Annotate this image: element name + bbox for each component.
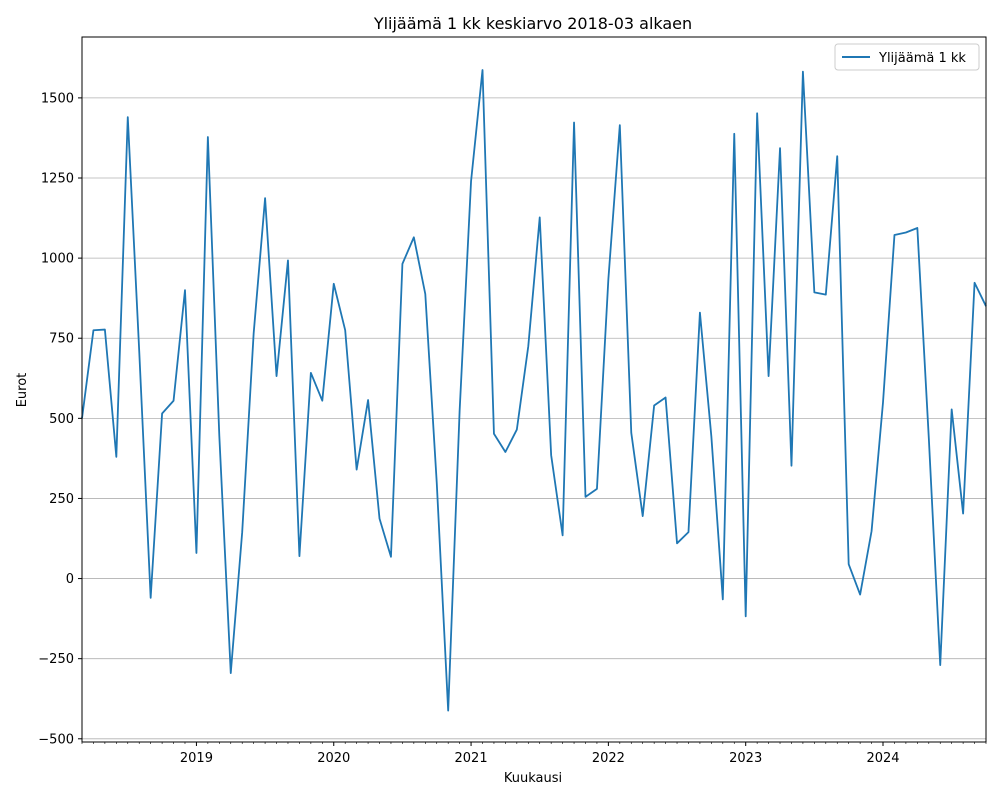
legend-box: [834, 43, 980, 71]
x-tick-label: 2021: [455, 751, 488, 766]
plot-frame: [81, 36, 987, 743]
x-tick-label: 2019: [180, 751, 213, 766]
legend: Ylijäämä 1 kk: [834, 43, 980, 71]
series-line: [81, 69, 987, 712]
y-tick-label: 0: [66, 572, 74, 587]
y-tick-label: 1250: [41, 172, 74, 187]
series-group: [81, 69, 987, 712]
y-tick-label: 500: [49, 412, 74, 427]
x-tick-label: 2022: [592, 751, 625, 766]
y-gridlines: [82, 97, 986, 740]
y-tick-label: 250: [49, 492, 74, 507]
y-axis-ticks: −500 −250 0 250 500 750 1000 1250 1500: [38, 91, 82, 747]
y-tick-label: −250: [38, 652, 74, 667]
x-axis-ticks: 2019 2020 2021 2022 2023 2024: [81, 742, 987, 766]
chart-title: Ylijäämä 1 kk keskiarvo 2018-03 alkaen: [373, 14, 692, 33]
x-tick-label: 2024: [866, 751, 899, 766]
y-tick-label: 750: [49, 332, 74, 347]
legend-label: Ylijäämä 1 kk: [878, 51, 966, 66]
y-tick-label: 1000: [41, 252, 74, 267]
x-tick-label: 2020: [317, 751, 350, 766]
x-axis-label: Kuukausi: [504, 771, 562, 786]
y-axis-label: Eurot: [15, 373, 30, 408]
y-tick-label: 1500: [41, 91, 74, 106]
x-tick-label: 2023: [729, 751, 762, 766]
y-tick-label: −500: [38, 732, 74, 747]
